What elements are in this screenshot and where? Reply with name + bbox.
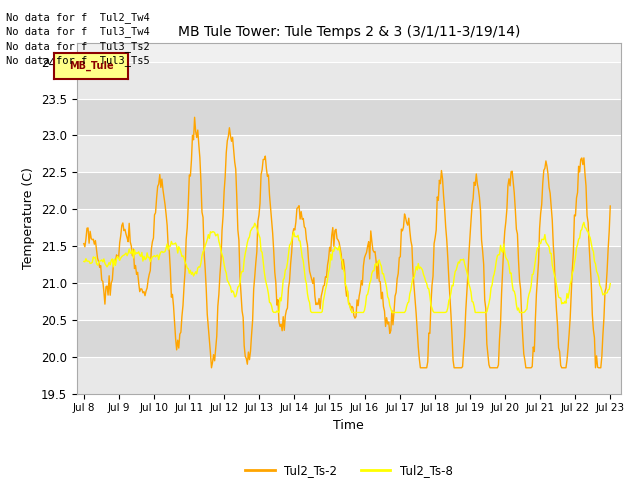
X-axis label: Time: Time [333, 419, 364, 432]
Legend: Tul2_Ts-2, Tul2_Ts-8: Tul2_Ts-2, Tul2_Ts-8 [241, 459, 457, 480]
Text: MB_Tule: MB_Tule [69, 61, 113, 71]
Bar [77, 172, 621, 209]
Text: No data for f  Tul3_Tw4: No data for f Tul3_Tw4 [6, 26, 150, 37]
Y-axis label: Temperature (C): Temperature (C) [22, 168, 35, 269]
Bar [77, 135, 621, 172]
Bar [77, 320, 621, 357]
Text: No data for f  Tul3_Ts5: No data for f Tul3_Ts5 [6, 55, 150, 66]
Bar [77, 209, 621, 246]
Bar [77, 61, 621, 98]
Bar [77, 283, 621, 320]
Title: MB Tule Tower: Tule Temps 2 & 3 (3/1/11-3/19/14): MB Tule Tower: Tule Temps 2 & 3 (3/1/11-… [178, 25, 520, 39]
Text: No data for f  Tul3_Ts2: No data for f Tul3_Ts2 [6, 41, 150, 52]
Bar [77, 246, 621, 283]
Text: No data for f  Tul2_Tw4: No data for f Tul2_Tw4 [6, 12, 150, 23]
Bar [77, 357, 621, 394]
Bar [77, 98, 621, 135]
